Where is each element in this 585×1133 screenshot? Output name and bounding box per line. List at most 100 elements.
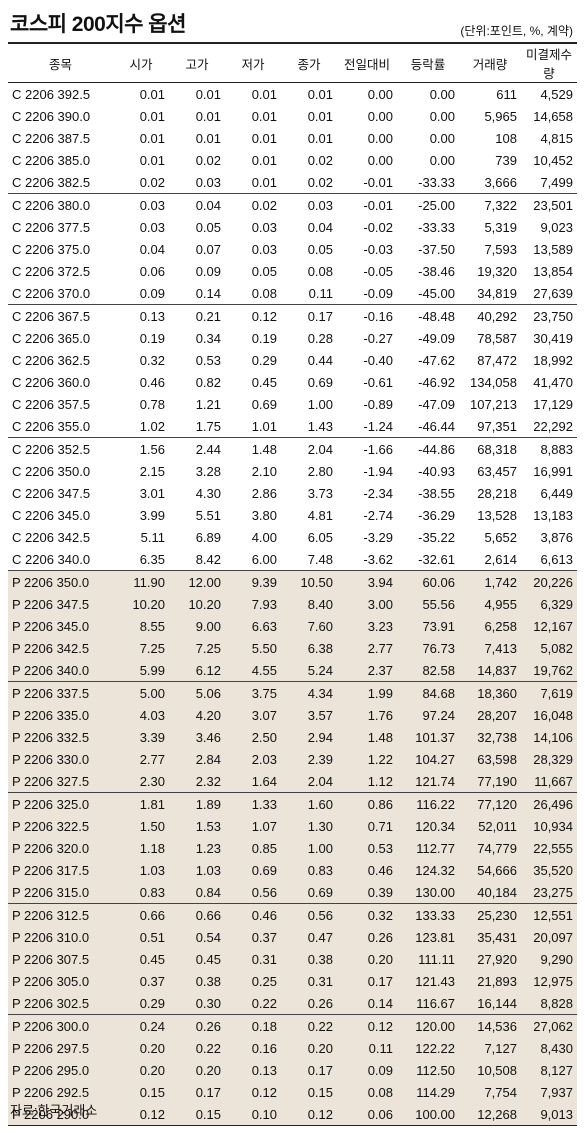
cell: 7.48 xyxy=(281,548,337,571)
cell: 5,082 xyxy=(521,637,577,659)
cell: 7,322 xyxy=(484,197,517,213)
cell: 0.09 xyxy=(337,1059,397,1081)
cell: 0.09 xyxy=(195,263,221,279)
cell: 0.01 xyxy=(307,108,333,124)
cell: 10.20 xyxy=(113,593,169,615)
option-name: C 2206 382.5 xyxy=(8,171,113,194)
cell: -0.05 xyxy=(363,263,393,279)
option-name: P 2206 335.0 xyxy=(8,704,113,726)
cell: -0.02 xyxy=(363,219,393,235)
cell: 0.00 xyxy=(429,130,455,146)
cell: 3.23 xyxy=(337,615,397,637)
cell: 11,667 xyxy=(521,770,577,793)
cell: 5.00 xyxy=(113,681,169,704)
option-name: C 2206 372.5 xyxy=(12,263,91,279)
cell: 0.15 xyxy=(113,1081,169,1103)
table-row: P 2206 292.5 0.15 0.17 0.12 0.15 0.08 114.29 7,… xyxy=(8,1081,577,1103)
table-row: C 2206 342.5 5.11 6.89 4.00 6.05 -3.29 -35.22 5… xyxy=(8,526,577,548)
cell: 0.12 xyxy=(113,1103,169,1126)
cell: 0.02 xyxy=(195,152,221,168)
cell: -0.01 xyxy=(363,197,393,213)
cell: 4.03 xyxy=(113,704,169,726)
option-name: P 2206 345.0 xyxy=(8,615,113,637)
unit-note: (단위:포인트, %, 계약) xyxy=(460,24,573,38)
cell: 0.47 xyxy=(281,926,337,948)
cell: 5.11 xyxy=(140,529,165,545)
cell: 1.00 xyxy=(281,837,337,859)
cell: 0.54 xyxy=(169,926,225,948)
cell: 7,619 xyxy=(521,681,577,704)
source: 자료:한국거래소 xyxy=(10,1103,98,1118)
table-row: C 2206 340.0 6.35 8.42 6.00 7.48 -3.62 -32.61 2… xyxy=(8,548,577,571)
cell: 7,413 xyxy=(459,637,521,659)
cell: 7,593 xyxy=(484,241,517,257)
cell: 11.90 xyxy=(113,570,169,593)
cell: 12,167 xyxy=(521,615,577,637)
cell: 0.08 xyxy=(307,263,333,279)
cell: 4.30 xyxy=(195,485,221,501)
cell: -0.01 xyxy=(337,171,397,194)
cell: 3,666 xyxy=(459,171,521,194)
cell: 5,965 xyxy=(484,108,517,124)
table-row: P 2206 342.5 7.25 7.25 5.50 6.38 2.77 76.73 7,4… xyxy=(8,637,577,659)
option-name: C 2206 387.5 xyxy=(12,130,91,146)
cell: 2.77 xyxy=(113,748,169,770)
option-name: P 2206 342.5 xyxy=(8,637,113,659)
cell: 1.30 xyxy=(281,815,337,837)
cell: 60.06 xyxy=(397,570,459,593)
cell: 0.20 xyxy=(113,1037,169,1059)
cell: 1.48 xyxy=(337,726,397,748)
cell: 2.39 xyxy=(281,748,337,770)
cell: 2.84 xyxy=(169,748,225,770)
option-name: C 2206 340.0 xyxy=(8,548,113,571)
cell: 0.08 xyxy=(337,1081,397,1103)
cell: 52,011 xyxy=(459,815,521,837)
cell: 0.07 xyxy=(195,241,221,257)
cell: 6,613 xyxy=(521,548,577,571)
cell: 40,292 xyxy=(477,308,517,324)
cell: 1.99 xyxy=(337,681,397,704)
cell: 8,883 xyxy=(540,441,573,457)
cell: 76.73 xyxy=(397,637,459,659)
table-row: C 2206 350.0 2.15 3.28 2.10 2.80 -1.94 -40.93 6… xyxy=(8,460,577,482)
cell: 1.50 xyxy=(113,815,169,837)
cell: 55.56 xyxy=(397,593,459,615)
column-header: 종목 xyxy=(8,43,113,83)
cell: -48.48 xyxy=(418,308,455,324)
cell: -0.16 xyxy=(363,308,393,324)
cell: 0.24 xyxy=(113,1014,169,1037)
cell: 0.05 xyxy=(307,241,333,257)
options-table: 종목 시가 고가 저가 종가 전일대비 등락률 거래량 미결제수량 C 2206 392.5 0.… xyxy=(8,42,577,1126)
cell: 0.51 xyxy=(113,926,169,948)
cell: 3.39 xyxy=(113,726,169,748)
cell: 4,815 xyxy=(540,130,573,146)
cell: -0.61 xyxy=(363,374,393,390)
cell: 12.00 xyxy=(169,570,225,593)
cell: 1.03 xyxy=(113,859,169,881)
cell: 18,360 xyxy=(459,681,521,704)
cell: 3.94 xyxy=(337,570,397,593)
cell: 0.03 xyxy=(307,197,333,213)
cell: 22,555 xyxy=(521,837,577,859)
cell: 1.89 xyxy=(169,792,225,815)
cell: 0.56 xyxy=(225,881,281,904)
table-row: C 2206 370.0 0.09 0.14 0.08 0.11 -0.09 -45.00 3… xyxy=(8,282,577,305)
cell: 0.19 xyxy=(251,330,277,346)
cell: 21,893 xyxy=(459,970,521,992)
table-row: P 2206 322.5 1.50 1.53 1.07 1.30 0.71 120.34 52… xyxy=(8,815,577,837)
cell: 0.01 xyxy=(251,86,277,102)
cell: 0.69 xyxy=(307,374,333,390)
cell: 0.00 xyxy=(429,108,455,124)
cell: 100.00 xyxy=(397,1103,459,1126)
cell: 35,520 xyxy=(521,859,577,881)
option-name: C 2206 345.0 xyxy=(12,507,91,523)
option-name: C 2206 385.0 xyxy=(12,152,91,168)
cell: 0.82 xyxy=(195,374,221,390)
option-name: P 2206 302.5 xyxy=(8,992,113,1015)
cell: 0.38 xyxy=(169,970,225,992)
option-name: C 2206 352.5 xyxy=(12,441,91,457)
table-row: C 2206 380.0 0.03 0.04 0.02 0.03 -0.01 -25.00 7… xyxy=(8,194,577,217)
cell: 0.46 xyxy=(139,374,165,390)
cell: 0.37 xyxy=(225,926,281,948)
cell: 7,127 xyxy=(459,1037,521,1059)
